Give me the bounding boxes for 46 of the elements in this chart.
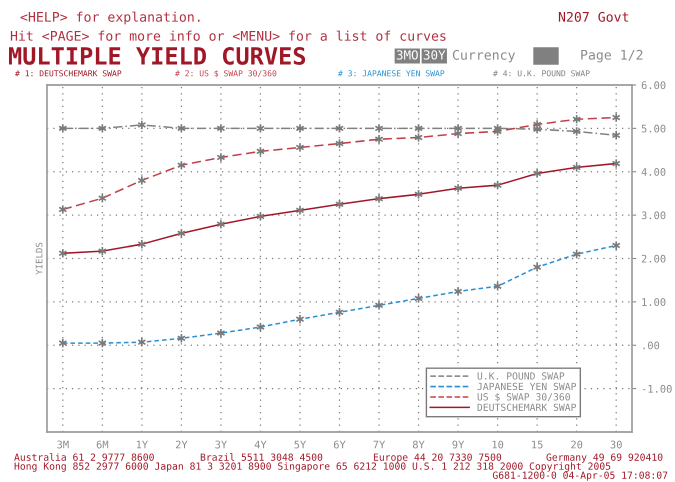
legend-label: JAPANESE YEN SWAP	[477, 382, 576, 390]
x-tick-label: 1Y	[136, 440, 148, 448]
text: Currency	[452, 50, 516, 62]
chart-title: MULTIPLE YIELD CURVES	[8, 46, 306, 65]
x-tick-label: 6Y	[334, 440, 346, 448]
x-tick-label: 10	[492, 440, 504, 448]
x-tick-label: 3Y	[215, 440, 228, 448]
x-tick-label: 5Y	[294, 440, 306, 448]
x-tick-label: 20	[571, 440, 582, 448]
x-tick-label: 9Y	[452, 440, 464, 448]
text: Page 1/2	[581, 50, 642, 62]
x-tick-label: 8Y	[412, 440, 425, 448]
text: Brazil 5511 3048 4500	[200, 453, 322, 461]
y-tick-label: 6.00	[642, 81, 666, 90]
y-tick-label: .00	[644, 342, 660, 350]
text: Australia 61 2 9777 8600	[14, 453, 154, 461]
legend-label: DEUTSCHEMARK SWAP	[478, 404, 576, 411]
y-tick-label: 5.00	[642, 124, 666, 133]
text: # 3: JAPANESE YEN SWAP	[338, 70, 444, 76]
text: 30Y	[424, 50, 446, 60]
text: Hong Kong 852 2977 6000 Japan 81 3 3201 8900 Singapore 65 6212 1000 U.S. 1 212 318 2000 Copyright 2005	[14, 462, 610, 472]
text: Europe 44 20 7330 7500	[374, 453, 502, 463]
y-axis-title: YIELDS	[36, 242, 42, 275]
x-tick-label: 3M	[57, 440, 69, 448]
text: Hit <PAGE> for more info or <MENU> for a list of curves	[10, 30, 446, 41]
y-tick-label: 4.00	[642, 168, 666, 176]
x-tick-label: 6M	[96, 440, 108, 448]
text: # 2: US $ SWAP 30/360	[175, 70, 276, 78]
legend-label: U.K. POUND SWAP	[478, 372, 564, 380]
y-tick-label: 3.00	[642, 211, 666, 220]
text: G681-1200-0 04-Apr-05 17:08:07	[492, 471, 668, 481]
text: 3MO	[396, 50, 418, 60]
text: N207 Govt	[558, 12, 628, 22]
text: # 4: U.K. POUND SWAP	[493, 70, 590, 76]
x-tick-label: 30	[610, 440, 622, 448]
y-tick-label: -1.00	[642, 384, 672, 393]
y-tick-label: 1.00	[642, 298, 666, 306]
x-tick-label: 4Y	[254, 440, 267, 448]
text: # 1: DEUTSCHEMARK SWAP	[15, 70, 122, 76]
y-tick-label: 2.00	[642, 254, 666, 263]
text: <HELP> for explanation.	[20, 12, 200, 24]
x-tick-label: 7Y	[373, 440, 386, 448]
x-tick-label: 2Y	[176, 440, 188, 448]
text: Germany 49 69 920410	[546, 453, 662, 463]
x-tick-label: 15	[532, 440, 543, 448]
legend-label: US $ SWAP 30/360	[478, 393, 570, 402]
